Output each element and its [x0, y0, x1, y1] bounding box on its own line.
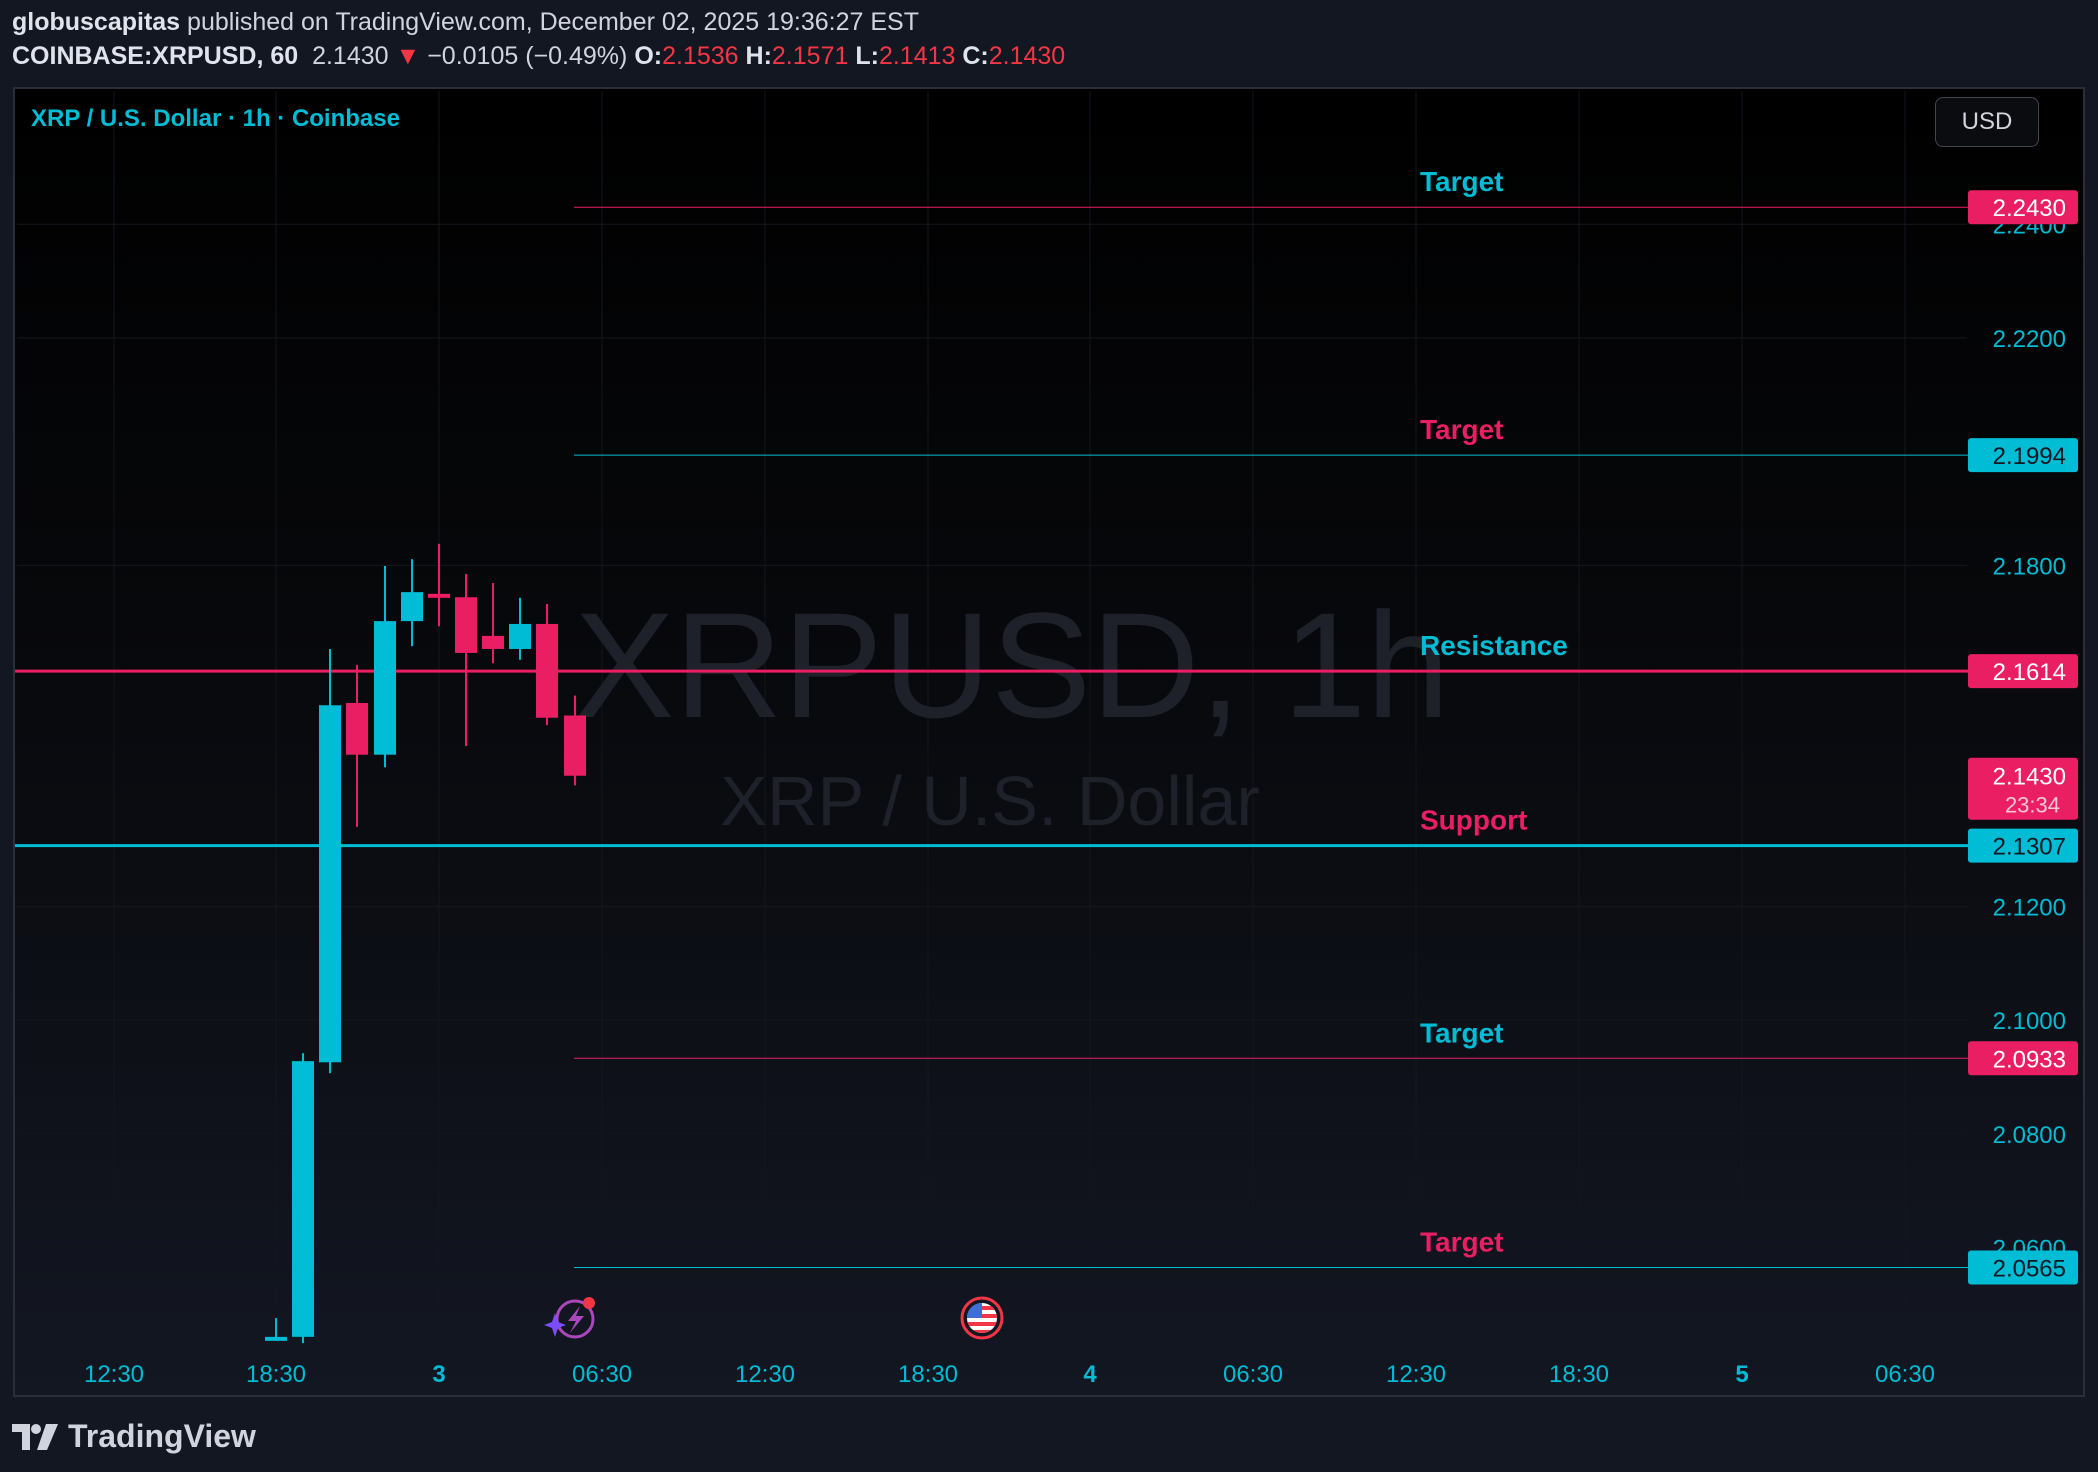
bar-countdown: 23:34 [2005, 793, 2060, 818]
price-tag [1968, 438, 2078, 473]
price-axis-label: 2.1000 [1993, 1008, 2066, 1035]
level-label-target: Target [1420, 1226, 1504, 1257]
price-axis-label: 2.0800 [1993, 1122, 2066, 1149]
high-label: H: [745, 42, 772, 70]
time-axis-label: 06:30 [1875, 1361, 1935, 1388]
brand-name: TradingView [68, 1418, 256, 1454]
time-axis-label: 4 [1083, 1361, 1097, 1388]
down-arrow-icon: ▼ [395, 42, 421, 70]
candle-down[interactable] [346, 702, 368, 755]
time-axis-label: 12:30 [735, 1361, 795, 1388]
candle-down[interactable] [564, 715, 586, 776]
publication-info: globuscapitas published on TradingView.c… [12, 8, 919, 37]
time-axis-label: 06:30 [1223, 1361, 1283, 1388]
candle-up[interactable] [374, 621, 396, 755]
candle-down[interactable] [482, 635, 504, 649]
price-change: −0.0105 (−0.49%) [427, 42, 628, 70]
price-tag [1968, 828, 2078, 863]
chart-pane[interactable]: XRPUSD, 1h XRP / U.S. Dollar 2.2400 2.2200 2… [13, 87, 2085, 1397]
current-price-value: 2.1430 [1993, 764, 2066, 791]
level-label-resistance: Resistance [1420, 630, 1568, 661]
high-value: 2.1571 [771, 42, 849, 70]
events-lightning-icon[interactable] [544, 1297, 595, 1339]
low-value: 2.1413 [878, 42, 956, 70]
chart-legend-title[interactable]: XRP / U.S. Dollar · 1h · Coinbase [31, 105, 400, 132]
tradingview-logo-icon [12, 1423, 58, 1450]
level-label-target: Target [1420, 1017, 1504, 1048]
level-label-target: Target [1420, 166, 1504, 197]
candle-up[interactable] [265, 1336, 287, 1341]
watermark-symbol: XRPUSD, 1h [574, 581, 1449, 749]
candle-up[interactable] [292, 1061, 314, 1337]
candle-down[interactable] [455, 597, 477, 653]
time-axis-label: 06:30 [572, 1361, 632, 1388]
time-axis-label: 12:30 [84, 1361, 144, 1388]
publisher-name[interactable]: globuscapitas [12, 8, 181, 36]
published-text: published on TradingView.com, December 0… [187, 8, 919, 36]
symbol: COINBASE:XRPUSD, 60 [12, 42, 299, 70]
time-axis-label: 18:30 [898, 1361, 958, 1388]
currency-button[interactable]: USD [1935, 97, 2039, 147]
price-tag-value: 2.1994 [1993, 443, 2066, 470]
close-label: C: [962, 42, 989, 70]
time-axis-label: 18:30 [246, 1361, 306, 1388]
time-axis-label: 12:30 [1386, 1361, 1446, 1388]
price-tag-value: 2.2430 [1993, 195, 2066, 222]
us-flag-economic-event-icon[interactable] [960, 1296, 1004, 1340]
low-label: L: [855, 42, 879, 70]
candle-up[interactable] [401, 592, 423, 622]
level-label-support: Support [1420, 805, 1527, 836]
candle-down[interactable] [428, 593, 450, 598]
price-axis-label: 2.1800 [1993, 553, 2066, 580]
last-price: 2.1430 [312, 42, 389, 70]
price-tag-value: 2.0565 [1993, 1255, 2066, 1282]
candle-down[interactable] [536, 623, 558, 718]
candle-up[interactable] [509, 623, 531, 649]
watermark-description: XRP / U.S. Dollar [720, 762, 1259, 840]
price-tag [1968, 654, 2078, 689]
time-axis-label: 18:30 [1549, 1361, 1609, 1388]
level-label-target: Target [1420, 414, 1504, 445]
open-value: 2.1536 [662, 42, 739, 70]
price-tag-value: 2.0933 [1993, 1046, 2066, 1073]
time-axis-label: 5 [1735, 1361, 1748, 1388]
candle-up[interactable] [319, 705, 341, 1063]
price-axis-label: 2.2200 [1993, 326, 2066, 353]
price-tag [1968, 1250, 2078, 1285]
time-axis-label: 3 [432, 1361, 445, 1388]
price-tag-value: 2.1307 [1993, 834, 2066, 861]
price-axis-label: 2.1200 [1993, 895, 2066, 922]
tradingview-logo[interactable]: TradingView [12, 1418, 256, 1455]
close-value: 2.1430 [988, 42, 1066, 70]
price-tag-value: 2.1614 [1993, 659, 2066, 686]
current-price-tag [1968, 757, 2078, 820]
ticker-info: COINBASE:XRPUSD, 60 2.1430 ▼ −0.0105 (−0… [12, 42, 1065, 71]
open-label: O: [634, 42, 663, 70]
price-tag [1968, 190, 2078, 225]
price-tag [1968, 1041, 2078, 1076]
